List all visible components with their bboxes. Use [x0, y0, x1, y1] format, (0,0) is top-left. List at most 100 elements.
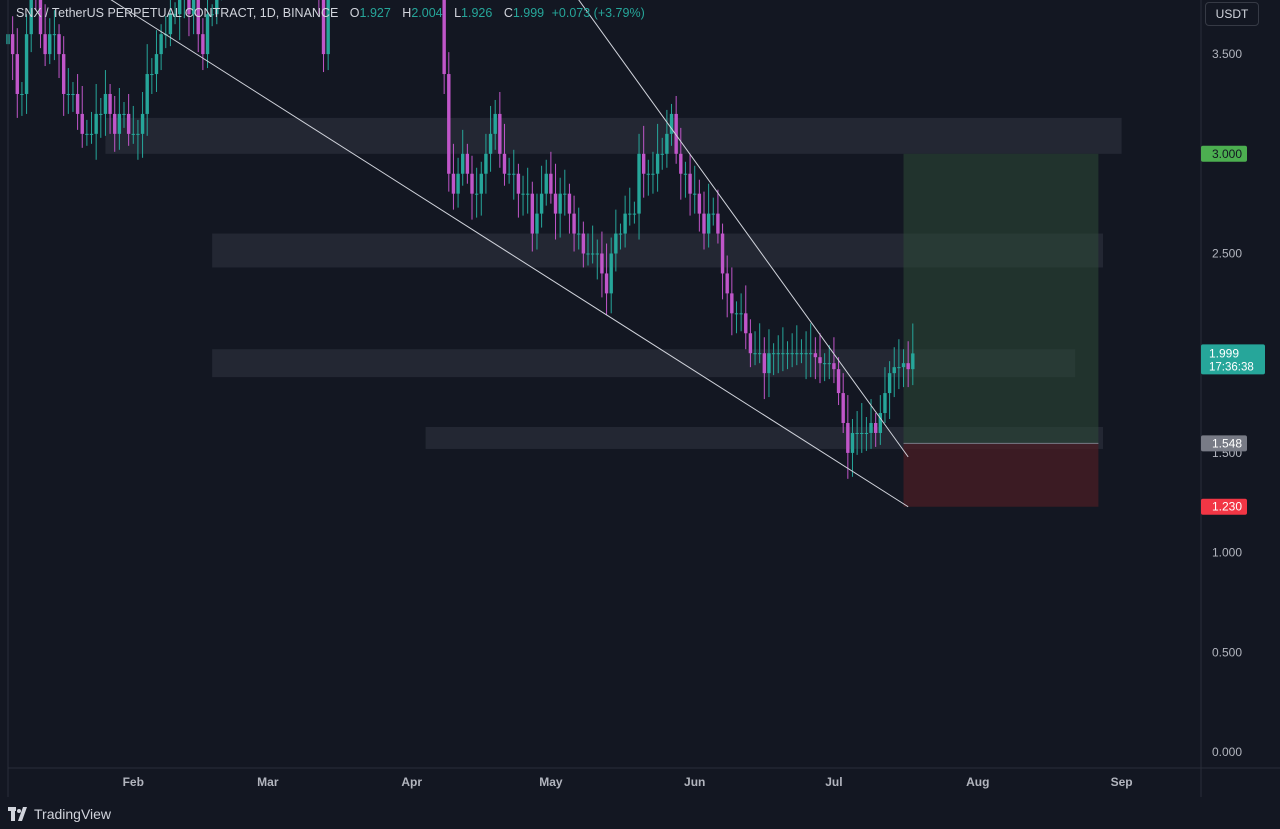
y-tick-label: 2.500 [1212, 247, 1242, 261]
candle-body [122, 113, 126, 115]
x-tick-label: Feb [123, 775, 144, 789]
trendline-2[interactable] [96, 0, 909, 508]
candle-body [321, 0, 326, 55]
sr-zone-1[interactable] [105, 117, 1122, 154]
candle-body [215, 0, 219, 15]
candle-body [470, 173, 474, 194]
candle-body [516, 173, 521, 194]
candle-body [855, 432, 859, 434]
low-value: 1.926 [461, 6, 493, 20]
last-price-label: 1.999 [1209, 346, 1239, 360]
candle-body [512, 173, 516, 175]
candle-body [549, 173, 553, 194]
candle-body [679, 153, 683, 174]
candle-body [716, 213, 720, 234]
candle-body [201, 34, 205, 55]
candle-body [525, 193, 530, 195]
high-value: 2.004 [411, 6, 443, 20]
candle-body [892, 367, 896, 374]
tradingview-logo[interactable]: TradingView [8, 806, 111, 822]
candle-body [498, 113, 502, 154]
target-zone[interactable] [903, 153, 1099, 444]
candle-body [38, 0, 43, 35]
candle-body [456, 173, 460, 194]
candle-body [873, 422, 878, 433]
candle-body [539, 193, 544, 214]
candle-body [628, 213, 632, 215]
candle-body [191, 0, 196, 15]
candle-body [10, 34, 15, 55]
candle-body [688, 173, 692, 194]
candle-body [20, 93, 24, 95]
price-axis[interactable]: 0.0000.5001.0001.5002.0002.5003.0003.500… [1212, 0, 1242, 759]
candle-body [140, 113, 145, 134]
candle-body [730, 293, 734, 314]
candle-body [753, 353, 757, 355]
candle-body [595, 253, 599, 255]
symbol-legend: SNX / TetherUS PERPETUAL CONTRACT, 1D, B… [16, 6, 645, 20]
candle-body [173, 14, 177, 16]
candle-body [479, 173, 483, 194]
candle-body [883, 393, 887, 414]
candle-body [131, 133, 135, 135]
currency-button[interactable]: USDT [1205, 2, 1259, 26]
candle-body [734, 313, 739, 315]
candle-body [85, 133, 89, 135]
y-tick-label: 0.000 [1212, 745, 1242, 759]
candle-body [646, 173, 651, 175]
level-tag-entry [1201, 435, 1247, 452]
position-tool[interactable] [903, 153, 1099, 507]
candle-body [683, 173, 688, 175]
candle-body [577, 233, 581, 235]
candle-body [535, 213, 539, 234]
candle-body [725, 273, 729, 294]
candle-body [674, 113, 678, 154]
candle-body [145, 74, 149, 114]
candle-body [911, 353, 915, 370]
x-tick-label: Mar [257, 775, 279, 789]
candle-body [159, 34, 163, 55]
change-value: +0.073 (+3.79%) [551, 6, 645, 20]
candle-body [117, 113, 122, 134]
trendlines-layer[interactable] [96, 0, 909, 508]
candle-body [567, 193, 572, 214]
candle-body [488, 133, 493, 154]
candle-body [822, 363, 827, 365]
candle-body [901, 363, 906, 368]
candle-body [850, 432, 855, 453]
candle-body [502, 153, 507, 174]
candle-body [757, 353, 762, 355]
symbol-title[interactable]: SNX / TetherUS PERPETUAL CONTRACT, 1D, B… [16, 6, 339, 20]
x-tick-label: May [539, 775, 563, 789]
candle-body [785, 353, 790, 355]
candle-body [790, 353, 794, 355]
trendline-1[interactable] [277, 0, 909, 458]
candle-body [804, 353, 808, 355]
candle-body [99, 113, 103, 115]
candle-body [665, 133, 669, 154]
time-axis[interactable]: Feb Mar Apr May Jun Jul Aug Sep [123, 775, 1133, 789]
candle-body [474, 193, 479, 195]
candle-body [809, 353, 813, 355]
candle-body [878, 413, 883, 433]
candle-body [530, 193, 535, 234]
candle-body [447, 74, 451, 174]
candle-body [813, 353, 818, 358]
tradingview-logo-icon [8, 807, 27, 821]
y-tick-label: 1.000 [1212, 546, 1242, 560]
candle-body [720, 233, 725, 274]
high-label: H [402, 6, 412, 20]
x-tick-label: Apr [401, 775, 422, 789]
candle-body [80, 113, 84, 134]
stop-zone[interactable] [903, 443, 1099, 507]
candle-body [711, 213, 715, 215]
candle-body [632, 213, 637, 215]
candle-body [52, 34, 57, 36]
candle-body [818, 357, 822, 364]
y-tick-label: 3.500 [1212, 47, 1242, 61]
candle-body [168, 14, 173, 35]
candle-body [669, 113, 674, 134]
candle-body [762, 353, 767, 374]
candle-body [586, 253, 590, 255]
